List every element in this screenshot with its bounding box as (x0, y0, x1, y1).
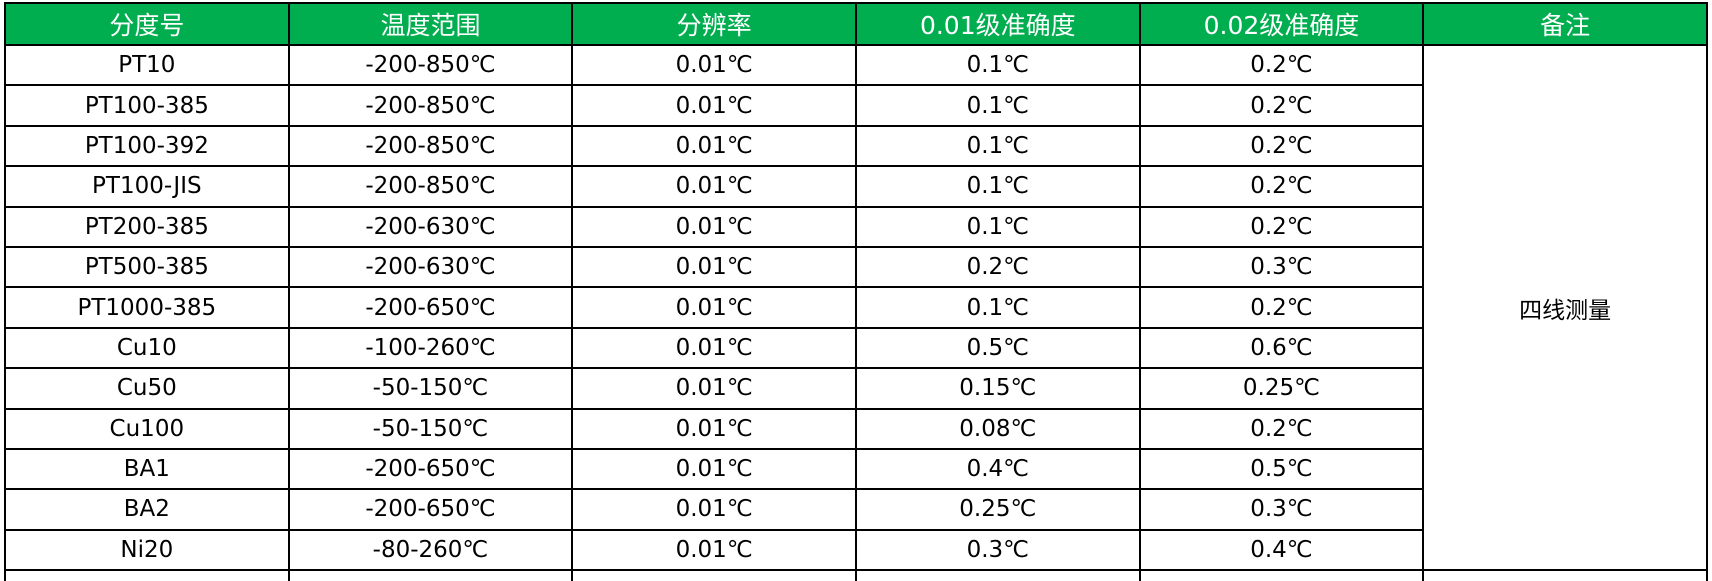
table-cell: 0.01℃ (571, 84, 857, 127)
table-cell: 0.25℃ (854, 488, 1141, 531)
table-cell: -200-650℃ (287, 488, 574, 531)
table-cell: Ni20 (4, 528, 290, 572)
table-cell (287, 569, 574, 581)
table-row: Ni20 -80-260℃ 0.01℃ 0.3℃ 0.4℃ (4, 528, 1707, 572)
table-row: Cu100 -50-150℃ 0.01℃ 0.08℃ 0.2℃ (4, 407, 1707, 450)
table-cell: BA1 (4, 447, 290, 491)
table-row: PT1000-385 -200-650℃ 0.01℃ 0.1℃ 0.2℃ (4, 286, 1707, 329)
table-cell (1422, 569, 1708, 581)
table-row: BA2 -200-650℃ 0.01℃ 0.25℃ 0.3℃ (4, 488, 1707, 531)
table-cell (854, 569, 1141, 581)
table-cell: 0.1℃ (854, 84, 1141, 127)
column-header: 分辨率 (571, 2, 857, 46)
table-cell: -200-850℃ (287, 43, 574, 87)
table-row: PT200-385 -200-630℃ 0.01℃ 0.1℃ 0.2℃ (4, 205, 1707, 248)
table-cell: -80-260℃ (287, 528, 574, 572)
table-cell: -50-150℃ (287, 367, 574, 410)
table-cell: PT500-385 (4, 245, 290, 289)
table-cell: Cu10 (4, 326, 290, 370)
note-cell: 四线测量 (1422, 43, 1708, 572)
partial-row (4, 569, 1708, 581)
table-cell: 0.01℃ (571, 528, 857, 572)
table-cell: -200-850℃ (287, 124, 574, 168)
table-cell: 0.08℃ (854, 407, 1141, 450)
table-cell: 0.01℃ (571, 326, 857, 370)
column-header: 温度范围 (287, 2, 574, 46)
table-cell: 0.01℃ (571, 488, 857, 531)
table-row: PT100-JIS -200-850℃ 0.01℃ 0.1℃ 0.2℃ (4, 165, 1707, 208)
table-cell: 0.1℃ (854, 165, 1141, 208)
column-header: 分度号 (4, 2, 290, 46)
rtd-spec-table: 分度号 温度范围 分辨率 0.01级准确度 0.02级准确度 备注 PT10 -200-85… (4, 2, 1708, 581)
table-cell: 0.15℃ (854, 367, 1141, 410)
table-cell: 0.5℃ (1138, 447, 1425, 491)
table-cell: 0.1℃ (854, 205, 1141, 248)
table-cell: 0.6℃ (1138, 326, 1425, 370)
table-cell: PT1000-385 (4, 286, 290, 329)
table-cell: PT100-385 (4, 84, 290, 127)
table-cell: -200-650℃ (287, 286, 574, 329)
table-cell: 0.1℃ (854, 124, 1141, 168)
table-cell: BA2 (4, 488, 290, 531)
table-row: PT500-385 -200-630℃ 0.01℃ 0.2℃ 0.3℃ (4, 245, 1707, 289)
table-row: PT10 -200-850℃ 0.01℃ 0.1℃ 0.2℃ 四线测量 (4, 43, 1708, 572)
table-cell: PT100-392 (4, 124, 290, 168)
table-cell: 0.01℃ (571, 165, 857, 208)
table-cell (1138, 569, 1425, 581)
table-cell: 0.2℃ (1138, 165, 1425, 208)
table-cell: 0.01℃ (571, 407, 857, 450)
table-cell: -200-850℃ (287, 165, 574, 208)
table-cell: 0.2℃ (854, 245, 1141, 289)
table-cell: 0.2℃ (1138, 286, 1425, 329)
table-row: BA1 -200-650℃ 0.01℃ 0.4℃ 0.5℃ (4, 447, 1707, 491)
table-cell: 0.3℃ (1138, 245, 1425, 289)
table-cell: 0.01℃ (571, 447, 857, 491)
table-row: Cu10 -100-260℃ 0.01℃ 0.5℃ 0.6℃ (4, 326, 1707, 370)
column-header: 0.01级准确度 (854, 2, 1141, 46)
table-row: PT100-392 -200-850℃ 0.01℃ 0.1℃ 0.2℃ (4, 124, 1707, 168)
table-cell: 0.5℃ (854, 326, 1141, 370)
table-row: PT100-385 -200-850℃ 0.01℃ 0.1℃ 0.2℃ (4, 84, 1707, 127)
column-header: 备注 (1422, 2, 1708, 46)
table-cell: 0.01℃ (571, 245, 857, 289)
table-cell: 0.2℃ (1138, 84, 1425, 127)
table-cell: PT10 (4, 43, 290, 87)
table-cell: 0.3℃ (1138, 488, 1425, 531)
table-row: Cu50 -50-150℃ 0.01℃ 0.15℃ 0.25℃ (4, 367, 1707, 410)
table-cell: PT100-JIS (4, 165, 290, 208)
table-cell: Cu100 (4, 407, 290, 450)
table-cell: 0.1℃ (854, 43, 1141, 87)
table-cell: -200-650℃ (287, 447, 574, 491)
column-header: 0.02级准确度 (1138, 2, 1425, 46)
table-cell (4, 569, 290, 581)
table-cell: 0.1℃ (854, 286, 1141, 329)
table-cell: 0.2℃ (1138, 124, 1425, 168)
table-cell: -100-260℃ (287, 326, 574, 370)
table-cell: 0.3℃ (854, 528, 1141, 572)
table-cell: PT200-385 (4, 205, 290, 248)
table-cell: -200-850℃ (287, 84, 574, 127)
table-cell: 0.4℃ (1138, 528, 1425, 572)
table-cell: -200-630℃ (287, 245, 574, 289)
table-cell: 0.2℃ (1138, 407, 1425, 450)
table-cell: 0.01℃ (571, 124, 857, 168)
header-row: 分度号 温度范围 分辨率 0.01级准确度 0.02级准确度 备注 (4, 2, 1708, 46)
table-cell (571, 569, 857, 581)
table-cell: 0.01℃ (571, 205, 857, 248)
table-cell: 0.01℃ (571, 43, 857, 87)
table-cell: 0.25℃ (1138, 367, 1425, 410)
table-cell: 0.2℃ (1138, 43, 1425, 87)
table-cell: -50-150℃ (287, 407, 574, 450)
table-cell: -200-630℃ (287, 205, 574, 248)
table-cell: 0.2℃ (1138, 205, 1425, 248)
table-cell: 0.01℃ (571, 286, 857, 329)
table-cell: 0.4℃ (854, 447, 1141, 491)
table-cell: 0.01℃ (571, 367, 857, 410)
table-cell: Cu50 (4, 367, 290, 410)
